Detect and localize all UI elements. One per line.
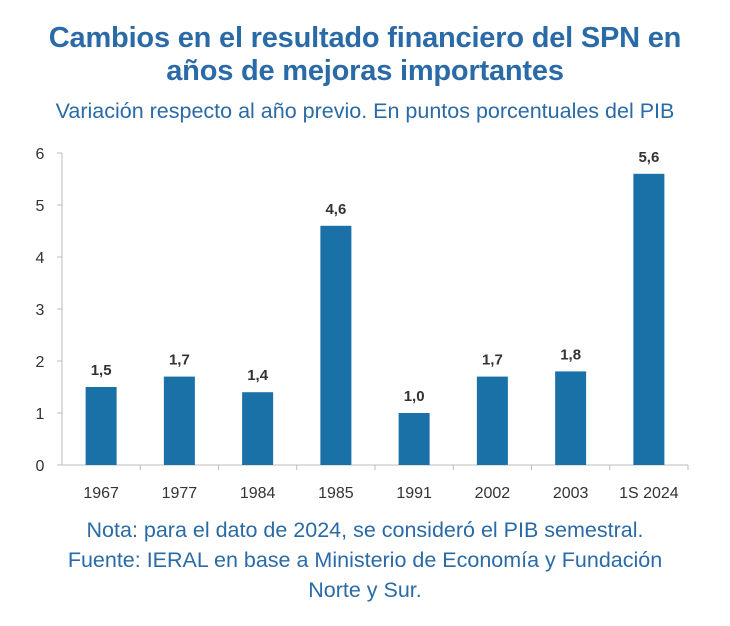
y-tick-label: 5 — [36, 198, 45, 215]
bar-chart: 0 1 2 3 4 5 6 1,5 1967 1,7 1977 1,4 1984 4,6 1985 1,0 19… — [36, 146, 689, 502]
x-tick-label: 1967 — [83, 485, 119, 502]
footnote: Nota: para el dato de 2024, se consideró… — [0, 515, 730, 605]
chart-title: Cambios en el resultado financiero del S… — [0, 22, 730, 88]
title-line-1: Cambios en el resultado financiero del S… — [48, 22, 682, 54]
x-tick-label: 1984 — [240, 485, 276, 502]
bar-2003 — [555, 371, 587, 465]
data-label: 1,4 — [247, 367, 269, 384]
bar-1985 — [320, 225, 352, 465]
y-tick-label: 2 — [36, 354, 45, 371]
data-label: 1,5 — [91, 362, 112, 379]
data-label: 5,6 — [638, 149, 659, 166]
x-tick-label: 2003 — [553, 485, 589, 502]
note-text: Nota: para el dato de 2024, se consideró… — [86, 518, 644, 542]
chart-subtitle: Variación respecto al año previo. En pun… — [55, 99, 675, 123]
x-tick-label: 1977 — [162, 485, 198, 502]
title-line-2: años de mejoras importantes — [166, 55, 564, 87]
x-tick-label: 1991 — [396, 485, 432, 502]
y-tick-label: 6 — [36, 146, 45, 163]
source-line-2: Norte y Sur. — [308, 578, 422, 602]
x-tick-label: 2002 — [475, 485, 511, 502]
bar-1967 — [85, 387, 117, 465]
bar-1991 — [398, 413, 430, 465]
y-tick-label: 1 — [36, 406, 45, 423]
data-label: 1,0 — [404, 388, 425, 405]
data-label: 1,7 — [482, 352, 503, 369]
bar-1977 — [163, 376, 195, 465]
source-line-1: Fuente: IERAL en base a Ministerio de Ec… — [67, 548, 663, 572]
data-label: 1,7 — [169, 352, 190, 369]
data-label: 4,6 — [325, 201, 346, 218]
data-label: 1,8 — [560, 346, 581, 363]
bar-2002 — [476, 376, 508, 465]
bar-1s-2024 — [633, 173, 665, 466]
y-tick-label: 0 — [36, 458, 45, 475]
bar-1984 — [242, 392, 274, 465]
x-tick-label: 1S 2024 — [619, 485, 679, 502]
y-tick-label: 3 — [36, 302, 45, 319]
x-tick-label: 1985 — [318, 485, 354, 502]
y-tick-label: 4 — [36, 250, 45, 267]
